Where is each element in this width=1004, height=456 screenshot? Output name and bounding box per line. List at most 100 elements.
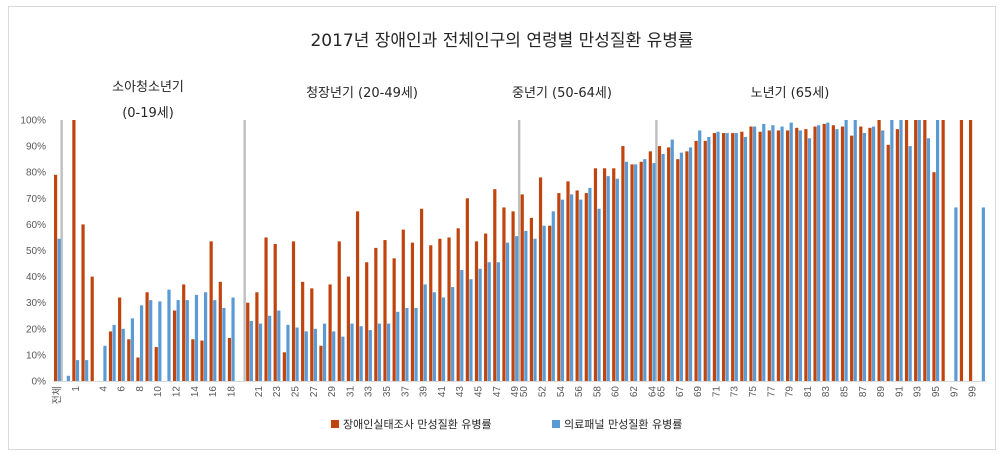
section-divider [60, 120, 63, 381]
bar-disability [209, 241, 213, 381]
bar-panel [743, 136, 748, 381]
bar-panel [881, 130, 885, 381]
x-tick-label: 67 [675, 386, 686, 398]
x-axis: 전체 1 4 6 8 10 12 14 16 18 21 23 25 27 29 31 33 35 37 39 41 43… [52, 386, 979, 405]
bars [53, 120, 987, 382]
bar-disability [941, 120, 945, 381]
bar-panel [725, 133, 729, 381]
y-tick-label: 100% [20, 116, 46, 127]
bar-disability [776, 130, 781, 381]
bar-disability [648, 151, 652, 381]
x-tick-label: 10 [153, 386, 164, 398]
bar-panel [698, 130, 702, 381]
bar-panel [487, 262, 491, 381]
bar-disability [786, 130, 790, 381]
bar-disability [831, 125, 835, 381]
bar-panel [570, 194, 574, 381]
x-tick-label: 79 [785, 386, 796, 398]
bar-panel [112, 324, 116, 381]
x-tick-label: 27 [309, 386, 320, 398]
bar-disability [749, 126, 753, 381]
bar-disability [721, 133, 726, 381]
bar-panel [103, 345, 107, 381]
bar-disability [904, 120, 909, 381]
bar-panel [826, 122, 830, 382]
bar-panel [268, 315, 272, 381]
bar-disability [639, 161, 643, 381]
x-tick-label: 56 [574, 386, 585, 398]
bar-panel [423, 284, 427, 381]
bar-disability [612, 168, 616, 381]
bar-disability [859, 126, 863, 381]
x-tick-label: 35 [382, 386, 393, 398]
bar-panel [350, 323, 354, 381]
x-tick-label: 1 [71, 386, 82, 392]
x-tick-label: 64 [647, 386, 658, 398]
x-tick-label: 58 [592, 386, 603, 398]
x-tick-label: 69 [693, 386, 704, 398]
y-tick-label: 70% [26, 194, 46, 205]
bar-disability [914, 120, 918, 381]
bar-panel [798, 130, 802, 381]
section-dividers [60, 120, 658, 381]
section-divider [517, 120, 521, 381]
x-tick-label: 77 [766, 386, 777, 398]
section-divider [655, 120, 658, 381]
bar-disability [154, 347, 158, 381]
bar-panel [954, 207, 958, 381]
bar-disability [694, 140, 698, 381]
bar-disability [795, 127, 799, 381]
bar-disability [731, 133, 735, 381]
x-tick-label: 47 [492, 386, 503, 398]
bar-panel [615, 178, 619, 381]
bar-disability [850, 135, 854, 381]
bar-panel [707, 136, 711, 381]
bar-panel [652, 163, 656, 381]
x-tick-label: 6 [117, 386, 128, 392]
bar-disability [575, 190, 579, 381]
bar-disability [383, 240, 387, 381]
bar-disability [200, 340, 204, 381]
bar-panel [85, 360, 89, 381]
bar-disability [182, 284, 186, 381]
section-divider [243, 120, 246, 381]
bar-disability [758, 131, 762, 381]
section-label-child: 소아청소년기 [112, 80, 184, 95]
bar-disability [767, 130, 771, 381]
legend-label-panel: 의료패널 만성질환 유병률 [564, 418, 682, 431]
x-tick-label: 50 [519, 386, 530, 398]
bar-panel [396, 311, 400, 381]
bar-disability [447, 237, 451, 381]
x-tick-label: 83 [821, 386, 832, 398]
bar-disability [740, 131, 744, 381]
bar-panel [670, 139, 674, 381]
bar-panel [844, 120, 848, 381]
bar-disability [667, 147, 671, 381]
bar-disability [108, 331, 113, 381]
bar-panel [377, 323, 382, 381]
bar-disability [365, 262, 369, 381]
bar-panel [249, 320, 253, 381]
x-tick-label: 75 [748, 386, 759, 398]
x-tick-label: 23 [272, 386, 283, 398]
x-tick-label: 65 [656, 386, 667, 398]
bar-panel [441, 297, 446, 381]
bar-panel [981, 207, 985, 381]
x-tick-label: 97 [949, 386, 960, 398]
bar-panel [853, 120, 857, 381]
bar-disability [548, 225, 552, 381]
bar-panel [908, 146, 912, 381]
section-sublabel-child: (0-19세) [122, 106, 174, 121]
bar-disability [520, 194, 524, 381]
bar-panel [194, 294, 199, 381]
bar-panel [926, 138, 931, 381]
y-tick-label: 40% [26, 272, 46, 283]
x-tick-label: 52 [538, 386, 549, 398]
legend-swatch-disability [331, 420, 339, 428]
bar-panel [469, 279, 473, 381]
x-tick-label: 29 [327, 386, 338, 398]
bar-panel [524, 230, 528, 381]
bar-panel [139, 305, 144, 381]
bar-panel [121, 328, 125, 381]
bar-panel [258, 323, 263, 381]
